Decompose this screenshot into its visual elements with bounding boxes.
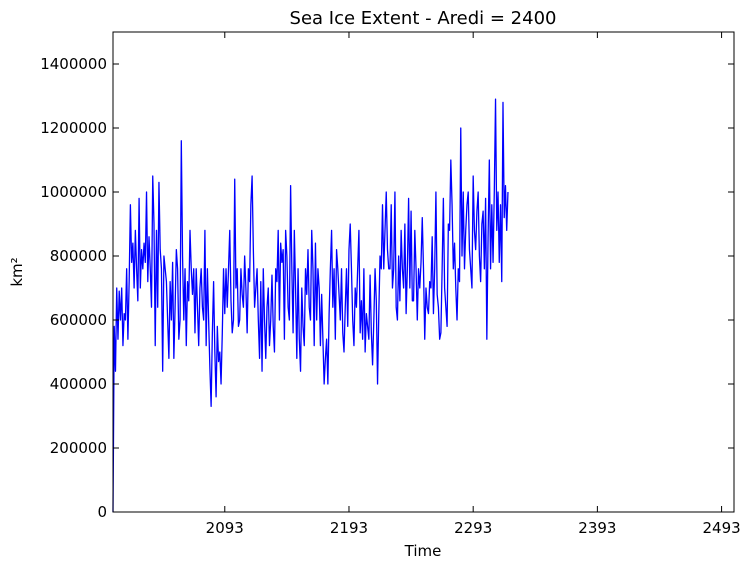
- x-tick-label: 2093: [206, 519, 244, 537]
- y-tick-label: 800000: [50, 247, 107, 265]
- plot-area: [112, 98, 509, 513]
- y-tick-label: 1000000: [40, 183, 107, 201]
- x-tick-label: 2193: [330, 519, 368, 537]
- y-axis-label: km²: [8, 257, 26, 286]
- x-tick-label: 2493: [702, 519, 740, 537]
- x-tick-label: 2293: [454, 519, 492, 537]
- y-axis: 0 200000 400000 600000 800000 1000000 1200000 1…: [40, 55, 734, 521]
- chart-title: Sea Ice Extent - Aredi = 2400: [290, 8, 557, 29]
- y-tick-label: 400000: [50, 375, 107, 393]
- y-tick-label: 200000: [50, 439, 107, 457]
- x-axis-label: Time: [404, 542, 442, 560]
- x-axis: 2093 2193 2293 2393 2493: [206, 32, 741, 537]
- y-tick-label: 1400000: [40, 55, 107, 73]
- axes-frame: [112, 31, 735, 513]
- x-tick-label: 2393: [578, 519, 616, 537]
- series-line-0: [112, 98, 509, 513]
- y-tick-label: 1200000: [40, 119, 107, 137]
- y-tick-label: 0: [97, 503, 107, 521]
- y-tick-label: 600000: [50, 311, 107, 329]
